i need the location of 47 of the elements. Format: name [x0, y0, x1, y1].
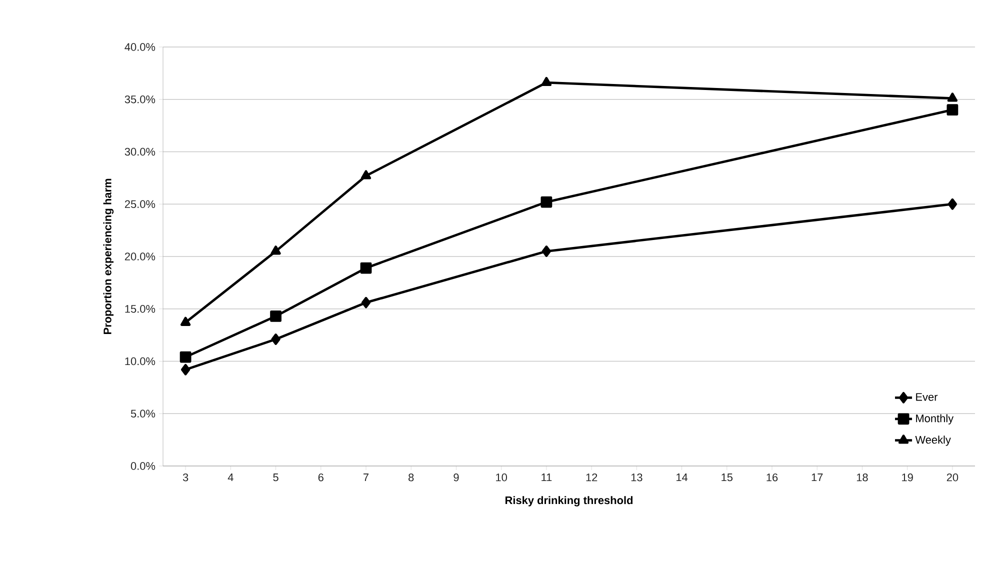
point: [948, 198, 958, 210]
x-tick-label: 17: [812, 474, 823, 482]
x-tick-label: 13: [631, 474, 642, 482]
point: [180, 364, 190, 376]
y-tick-label: 25.0%: [124, 200, 156, 208]
y-tick-label: 40.0%: [124, 43, 156, 51]
legend-label: Ever: [916, 393, 938, 401]
x-tick-label: 3: [182, 474, 188, 482]
point: [270, 246, 281, 255]
point: [542, 246, 552, 257]
y-tick-label: 15.0%: [125, 305, 156, 313]
y-axis-title: Proportion experiencing harm: [103, 178, 114, 334]
point: [271, 334, 280, 345]
y-tick-label: 35.0%: [124, 96, 156, 104]
x-tick-label: 12: [586, 474, 598, 482]
x-tick-label: 14: [676, 474, 688, 482]
x-tick-label: 8: [408, 474, 414, 482]
legend-label: Weekly: [915, 436, 951, 446]
point: [946, 104, 958, 116]
x-tick-label: 10: [496, 474, 507, 482]
x-tick-label: 6: [318, 474, 324, 482]
point: [361, 296, 371, 308]
x-tick-label: 15: [722, 474, 733, 482]
x-tick-label: 7: [364, 474, 369, 482]
x-tick-label: 4: [228, 474, 234, 482]
x-tick-label: 5: [273, 474, 278, 482]
x-tick-label: 20: [946, 474, 958, 482]
x-tick-label: 18: [856, 474, 868, 482]
x-tick-label: 11: [542, 474, 552, 482]
y-tick-label: 5.0%: [130, 410, 156, 418]
point: [180, 351, 192, 363]
point: [360, 262, 372, 274]
y-tick-label: 0.0%: [130, 462, 156, 470]
x-tick-label: 19: [902, 474, 913, 482]
legend-label: Monthly: [916, 414, 954, 424]
y-tick-label: 10.0%: [125, 357, 156, 366]
y-tick-label: 30.0%: [124, 148, 156, 156]
point: [540, 196, 552, 208]
x-tick-label: 9: [454, 474, 459, 482]
x-axis-title: Risky drinking threshold: [505, 496, 633, 506]
point: [947, 92, 958, 102]
point: [541, 76, 552, 86]
x-tick-label: 16: [766, 474, 778, 482]
y-tick-label: 20.0%: [124, 252, 156, 260]
point: [270, 310, 282, 322]
point: [360, 170, 372, 180]
point: [180, 316, 191, 326]
